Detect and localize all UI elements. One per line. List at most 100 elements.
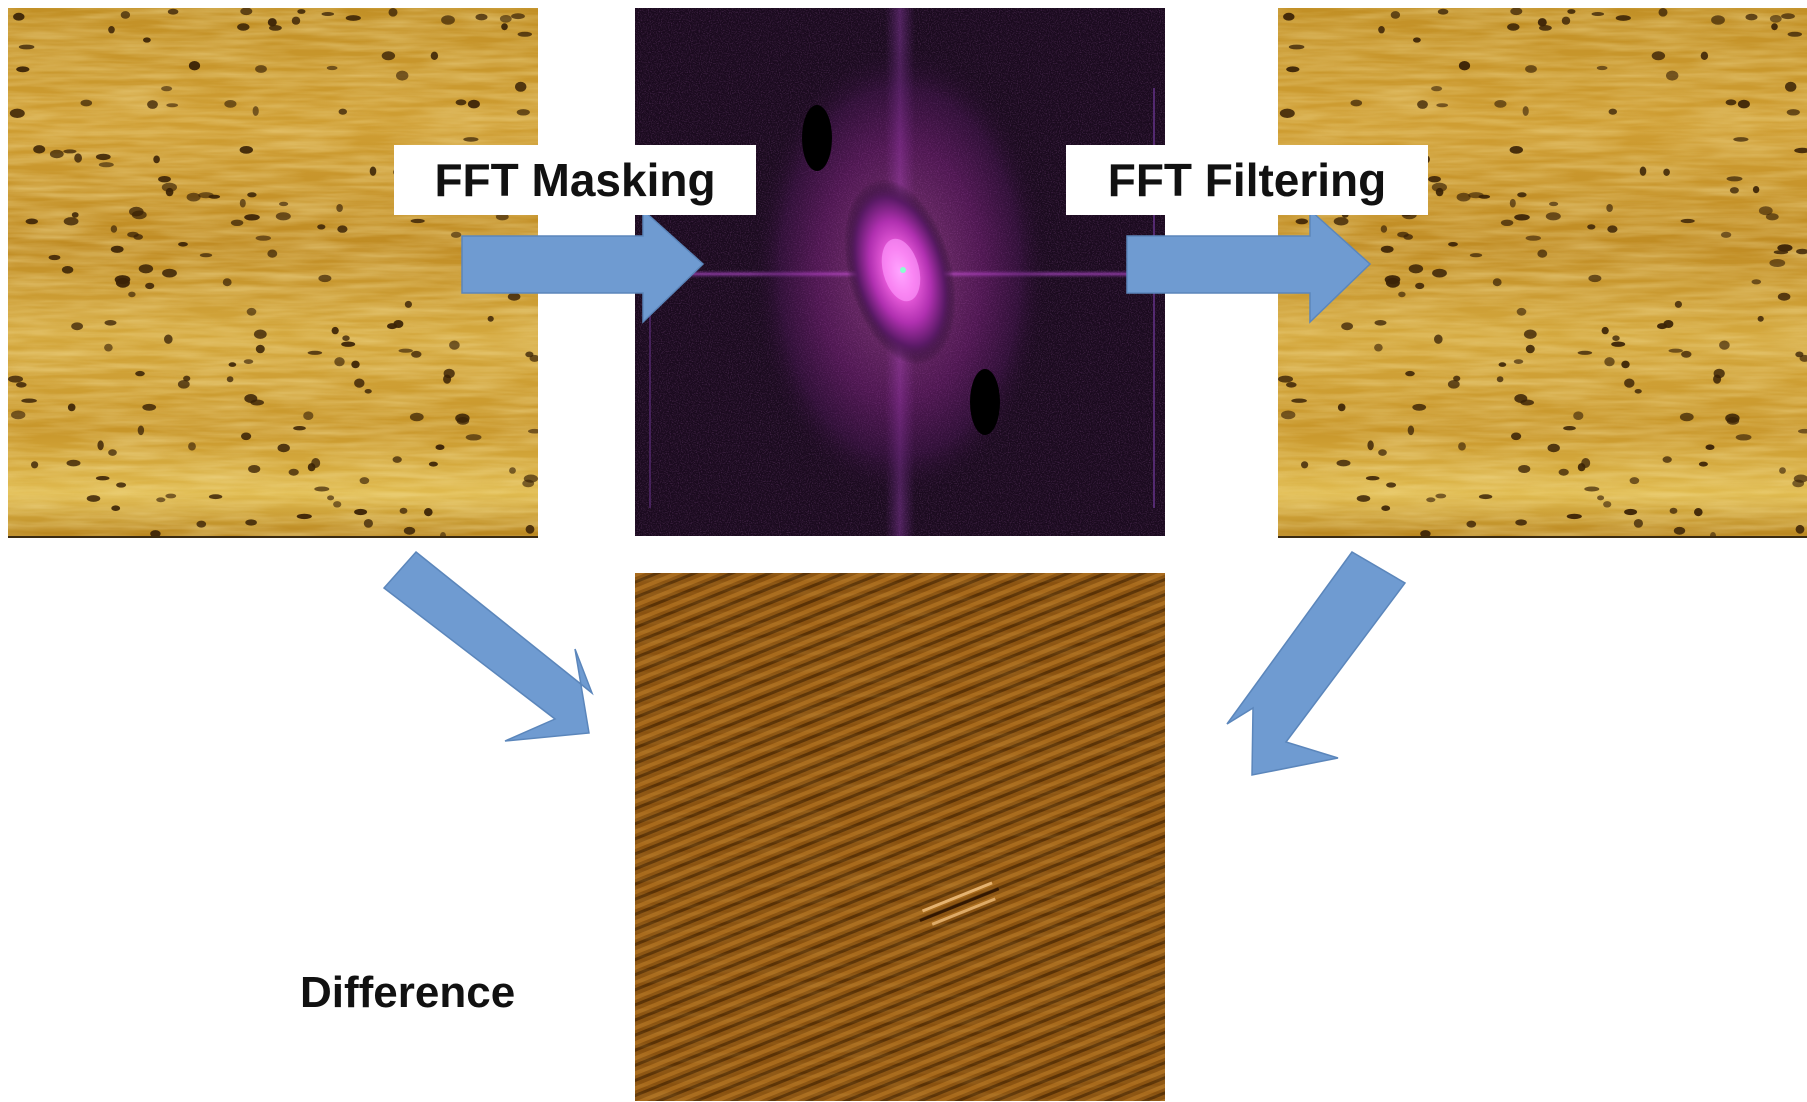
surface-pit — [80, 99, 93, 107]
surface-pit — [1498, 362, 1507, 367]
surface-pit — [1378, 449, 1387, 456]
surface-pit — [1752, 186, 1760, 194]
surface-pit — [1435, 493, 1447, 499]
surface-pit — [1662, 456, 1672, 463]
surface-pits — [8, 8, 538, 536]
surface-pit — [1612, 335, 1620, 342]
surface-pit — [61, 266, 74, 274]
surface-pit — [364, 389, 372, 394]
surface-pit — [381, 51, 396, 61]
surface-pit — [369, 166, 377, 176]
surface-pit — [1426, 497, 1436, 503]
surface-pit — [525, 351, 534, 358]
surface-pit — [516, 109, 530, 116]
surface-pit — [1286, 66, 1300, 73]
surface-pit — [481, 279, 492, 285]
surface-pit — [1573, 411, 1584, 421]
surface-pit — [1769, 15, 1782, 23]
surface-pit — [351, 360, 360, 369]
surface-pit — [1624, 508, 1638, 516]
surface-pit — [1291, 398, 1307, 403]
surface-pit — [111, 505, 121, 512]
surface-pit — [1448, 242, 1458, 247]
surface-pit — [104, 343, 113, 352]
surface-pit — [1663, 320, 1674, 328]
surface-pit — [507, 244, 523, 252]
surface-pit — [1390, 11, 1401, 19]
surface-pit — [1674, 300, 1682, 308]
surface-pit — [499, 259, 516, 267]
surface-pit — [1735, 434, 1752, 441]
surface-pit — [1705, 444, 1715, 451]
surface-pit — [239, 198, 246, 208]
surface-pit — [1331, 266, 1344, 274]
surface-pit — [341, 341, 356, 347]
surface-pit — [1537, 18, 1547, 27]
surface-pit — [1333, 217, 1349, 226]
surface-pit — [133, 234, 143, 240]
surface-pit — [1680, 218, 1695, 224]
surface-pit — [1796, 248, 1807, 255]
surface-pit — [1509, 198, 1516, 208]
surface-pit — [115, 277, 130, 288]
surface-pit — [443, 374, 452, 384]
surface-pit — [1492, 278, 1502, 287]
surface-pit — [1516, 307, 1527, 316]
surface-pit — [398, 348, 413, 353]
surface-pit — [1281, 410, 1296, 420]
surface-pit — [501, 23, 508, 31]
surface-pit — [108, 449, 117, 456]
surface-pit — [441, 15, 455, 25]
surface-pit — [1679, 412, 1694, 422]
fft-mask-lower — [970, 369, 1000, 435]
surface-pit — [129, 206, 144, 217]
surface-pit — [1428, 176, 1441, 183]
surface-pit — [1765, 213, 1779, 221]
surface-pit — [409, 412, 424, 422]
surface-pit — [1356, 495, 1371, 502]
surface-pit — [1374, 343, 1383, 352]
surface-pit — [1286, 382, 1297, 388]
surface-pit — [1515, 519, 1527, 526]
surface-pit — [1694, 508, 1703, 517]
surface-pit — [1458, 61, 1471, 71]
surface-pit — [1436, 103, 1449, 108]
surface-pit — [1510, 8, 1523, 16]
surface-pit — [1537, 249, 1548, 258]
surface-pit — [161, 182, 177, 192]
surface-pit — [1798, 428, 1807, 434]
surface-pit — [522, 479, 535, 488]
surface-pit — [104, 320, 117, 326]
surface-pit — [1336, 459, 1351, 467]
surface-pit — [307, 350, 323, 355]
surface-pit — [1651, 51, 1666, 61]
surface-pit — [1341, 322, 1353, 331]
surface-pit — [237, 23, 250, 31]
fft-mask-upper — [802, 105, 832, 171]
surface-pit — [1514, 214, 1530, 221]
surface-pit — [13, 12, 25, 21]
surface-pit — [246, 307, 257, 316]
surface-pit — [128, 291, 136, 298]
surface-pit — [1509, 146, 1523, 154]
surface-pit — [1608, 108, 1617, 115]
surface-pit — [1435, 187, 1444, 197]
surface-pit — [1412, 403, 1427, 411]
surface-pit — [228, 362, 237, 367]
surface-pit — [293, 426, 306, 431]
surface-pit — [244, 214, 260, 221]
surface-pit — [277, 443, 290, 453]
surface-pit — [86, 495, 101, 502]
surface-pit — [363, 519, 373, 528]
surface-pit — [333, 501, 342, 508]
surface-pit — [255, 65, 267, 73]
surface-pit — [33, 145, 46, 154]
surface-pit — [1658, 8, 1668, 17]
surface-pit — [1669, 507, 1678, 514]
surface-pit — [475, 13, 488, 21]
surface-pit — [455, 99, 467, 106]
surface-pit — [424, 508, 433, 517]
surface-pit — [116, 482, 127, 488]
surface-pit — [255, 344, 265, 354]
surface-pit — [515, 81, 527, 92]
